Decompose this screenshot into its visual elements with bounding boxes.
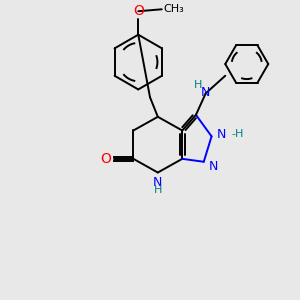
Text: CH₃: CH₃ [164, 4, 184, 14]
Text: N: N [217, 128, 226, 141]
Text: -H: -H [231, 129, 244, 140]
Text: H: H [154, 185, 162, 195]
Text: O: O [100, 152, 112, 166]
Text: N: N [201, 86, 210, 99]
Text: O: O [133, 4, 144, 18]
Text: methoxy: methoxy [102, 3, 139, 12]
Text: N: N [153, 176, 163, 189]
Text: H: H [194, 80, 202, 90]
Text: N: N [209, 160, 218, 173]
